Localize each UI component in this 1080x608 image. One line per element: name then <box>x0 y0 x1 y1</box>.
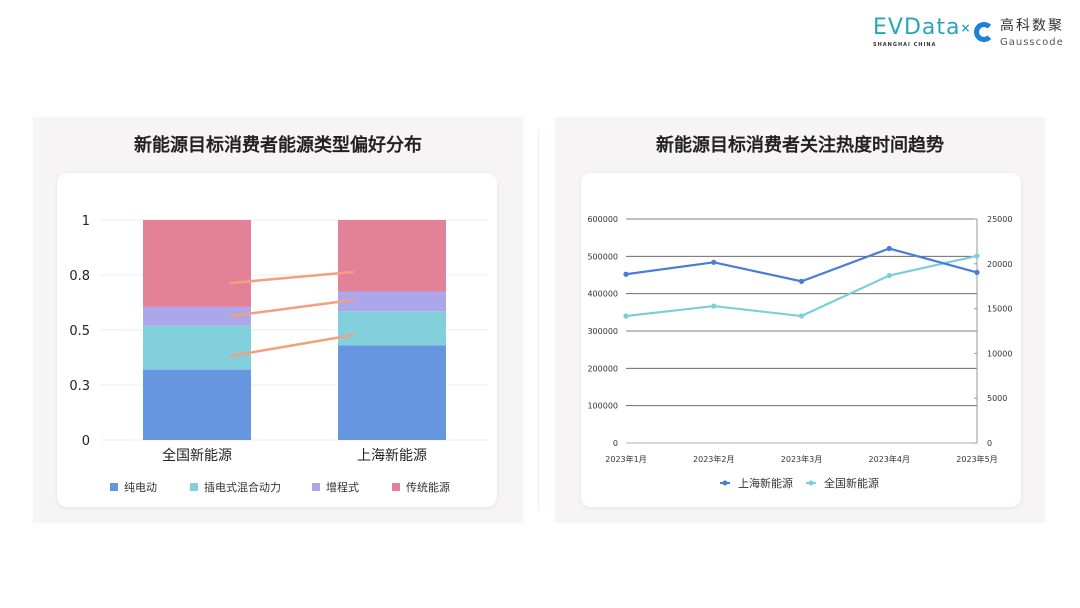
x-tick-label: 2023年1月 <box>605 454 646 464</box>
right-y-tick-label: 5000 <box>987 394 1007 403</box>
data-point <box>798 313 805 319</box>
left-y-tick-label: 400000 <box>587 290 618 299</box>
divider <box>538 130 539 510</box>
legend-swatch <box>110 483 118 491</box>
left-y-tick-label: 300000 <box>587 327 618 336</box>
bar-segment <box>143 306 251 326</box>
line-chart-panel: 新能源目标消费者关注热度时间趋势 <box>555 117 1045 523</box>
x-tick-label: 2023年4月 <box>869 454 910 464</box>
right-y-tick-label: 25000 <box>987 215 1012 224</box>
legend-label: 插电式混合动力 <box>204 480 281 494</box>
data-point <box>711 303 717 309</box>
connector-line <box>229 298 355 318</box>
data-point <box>974 269 980 275</box>
y-tick-label: 0.3 <box>69 379 90 394</box>
data-point <box>623 313 629 319</box>
left-y-tick-label: 500000 <box>587 252 618 261</box>
right-y-tick-label: 20000 <box>987 260 1012 269</box>
data-point <box>974 253 980 259</box>
y-tick-label: 0.8 <box>69 269 90 284</box>
bar-segment <box>143 325 251 370</box>
x-tick-label: 上海新能源 <box>357 448 427 464</box>
data-point <box>623 271 629 277</box>
legend-label: 传统能源 <box>406 480 450 494</box>
bar-segment <box>143 369 251 440</box>
bar-segment <box>143 220 251 307</box>
x-tick-label: 2023年2月 <box>693 454 734 464</box>
bar-segment <box>338 291 446 312</box>
x-tick-label: 全国新能源 <box>162 447 232 464</box>
data-point <box>711 259 717 265</box>
y-tick-label: 0.5 <box>69 324 90 339</box>
legend-label: 全国新能源 <box>824 476 879 490</box>
legend-marker <box>808 480 814 486</box>
y-tick-label: 1 <box>82 214 90 229</box>
line-chart-title: 新能源目标消费者关注热度时间趋势 <box>656 135 944 156</box>
left-y-tick-label: 200000 <box>587 364 618 373</box>
left-y-tick-label: 100000 <box>587 402 618 411</box>
data-point <box>798 278 805 284</box>
bar-chart-title: 新能源目标消费者能源类型偏好分布 <box>134 135 422 156</box>
bar-segment <box>338 220 446 292</box>
legend-label: 纯电动 <box>124 481 157 494</box>
data-point <box>886 245 892 252</box>
connector-line <box>229 333 355 358</box>
legend-swatch <box>312 483 320 491</box>
gausscode-mark-icon <box>974 22 994 42</box>
legend-swatch <box>392 483 400 491</box>
evdata-logo: EVData× SHANGHAI CHINA <box>873 15 971 49</box>
connector-line <box>229 270 355 285</box>
bar-segment <box>338 345 446 440</box>
x-tick-label: 2023年3月 <box>781 454 822 464</box>
legend-label: 增程式 <box>326 480 359 494</box>
right-y-tick-label: 15000 <box>987 305 1012 314</box>
y-tick-label: 0 <box>82 434 90 449</box>
x-tick-label: 2023年5月 <box>956 454 997 464</box>
right-y-tick-label: 10000 <box>987 349 1012 358</box>
left-y-tick-label: 0 <box>613 439 618 448</box>
legend-label: 上海新能源 <box>738 476 793 490</box>
data-point <box>886 272 892 279</box>
series-line <box>625 247 978 283</box>
left-y-tick-label: 600000 <box>587 215 618 224</box>
series-line <box>625 254 978 318</box>
legend-marker <box>722 480 728 486</box>
legend-swatch <box>190 483 198 491</box>
right-y-tick-label: 0 <box>987 439 992 448</box>
line-chart-card <box>581 173 1021 507</box>
evdata-x-icon: × <box>960 21 971 35</box>
bar-segment <box>338 311 446 346</box>
